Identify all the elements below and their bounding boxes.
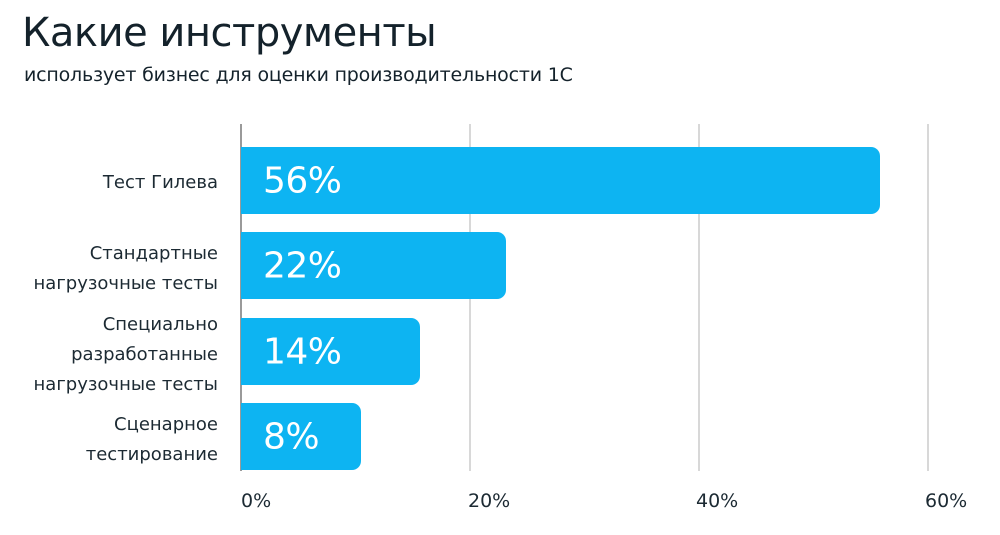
x-tick-20: 20% <box>468 490 511 512</box>
bar-value-label: 56% <box>263 160 342 201</box>
bar-value-label: 8% <box>263 416 320 457</box>
chart-subtitle: использует бизнес для оценки производите… <box>24 64 573 86</box>
category-label-line: Тест Гилева <box>102 172 218 193</box>
bar-custom-load-tests: 14% <box>241 318 420 385</box>
gridline-60 <box>927 124 929 471</box>
x-tick-60: 60% <box>925 490 968 512</box>
category-label: Тест Гилева <box>103 168 218 198</box>
category-label: Специально разработанные нагрузочные тес… <box>34 310 218 400</box>
bar-scenario-testing: 8% <box>241 403 361 470</box>
bar-value-label: 22% <box>263 245 342 286</box>
bar-standard-load-tests: 22% <box>241 232 506 299</box>
category-label-line: Стандартные <box>89 243 218 264</box>
chart-title: Какие инструменты <box>22 10 437 56</box>
category-label: Стандартные нагрузочные тесты <box>34 239 218 299</box>
x-tick-40: 40% <box>696 490 739 512</box>
category-label-line: Сценарное <box>114 414 218 435</box>
category-label-line: разработанные <box>71 344 218 365</box>
bar-test-gileva: 56% <box>241 147 880 214</box>
category-label-line: тестирование <box>85 444 218 465</box>
category-label-line: нагрузочные тесты <box>33 273 218 294</box>
category-label-line: нагрузочные тесты <box>33 374 218 395</box>
bar-value-label: 14% <box>263 331 342 372</box>
category-label-line: Специально <box>102 314 218 335</box>
x-tick-0: 0% <box>241 490 272 512</box>
category-label: Сценарное тестирование <box>86 410 218 470</box>
gridline-40 <box>698 124 700 471</box>
